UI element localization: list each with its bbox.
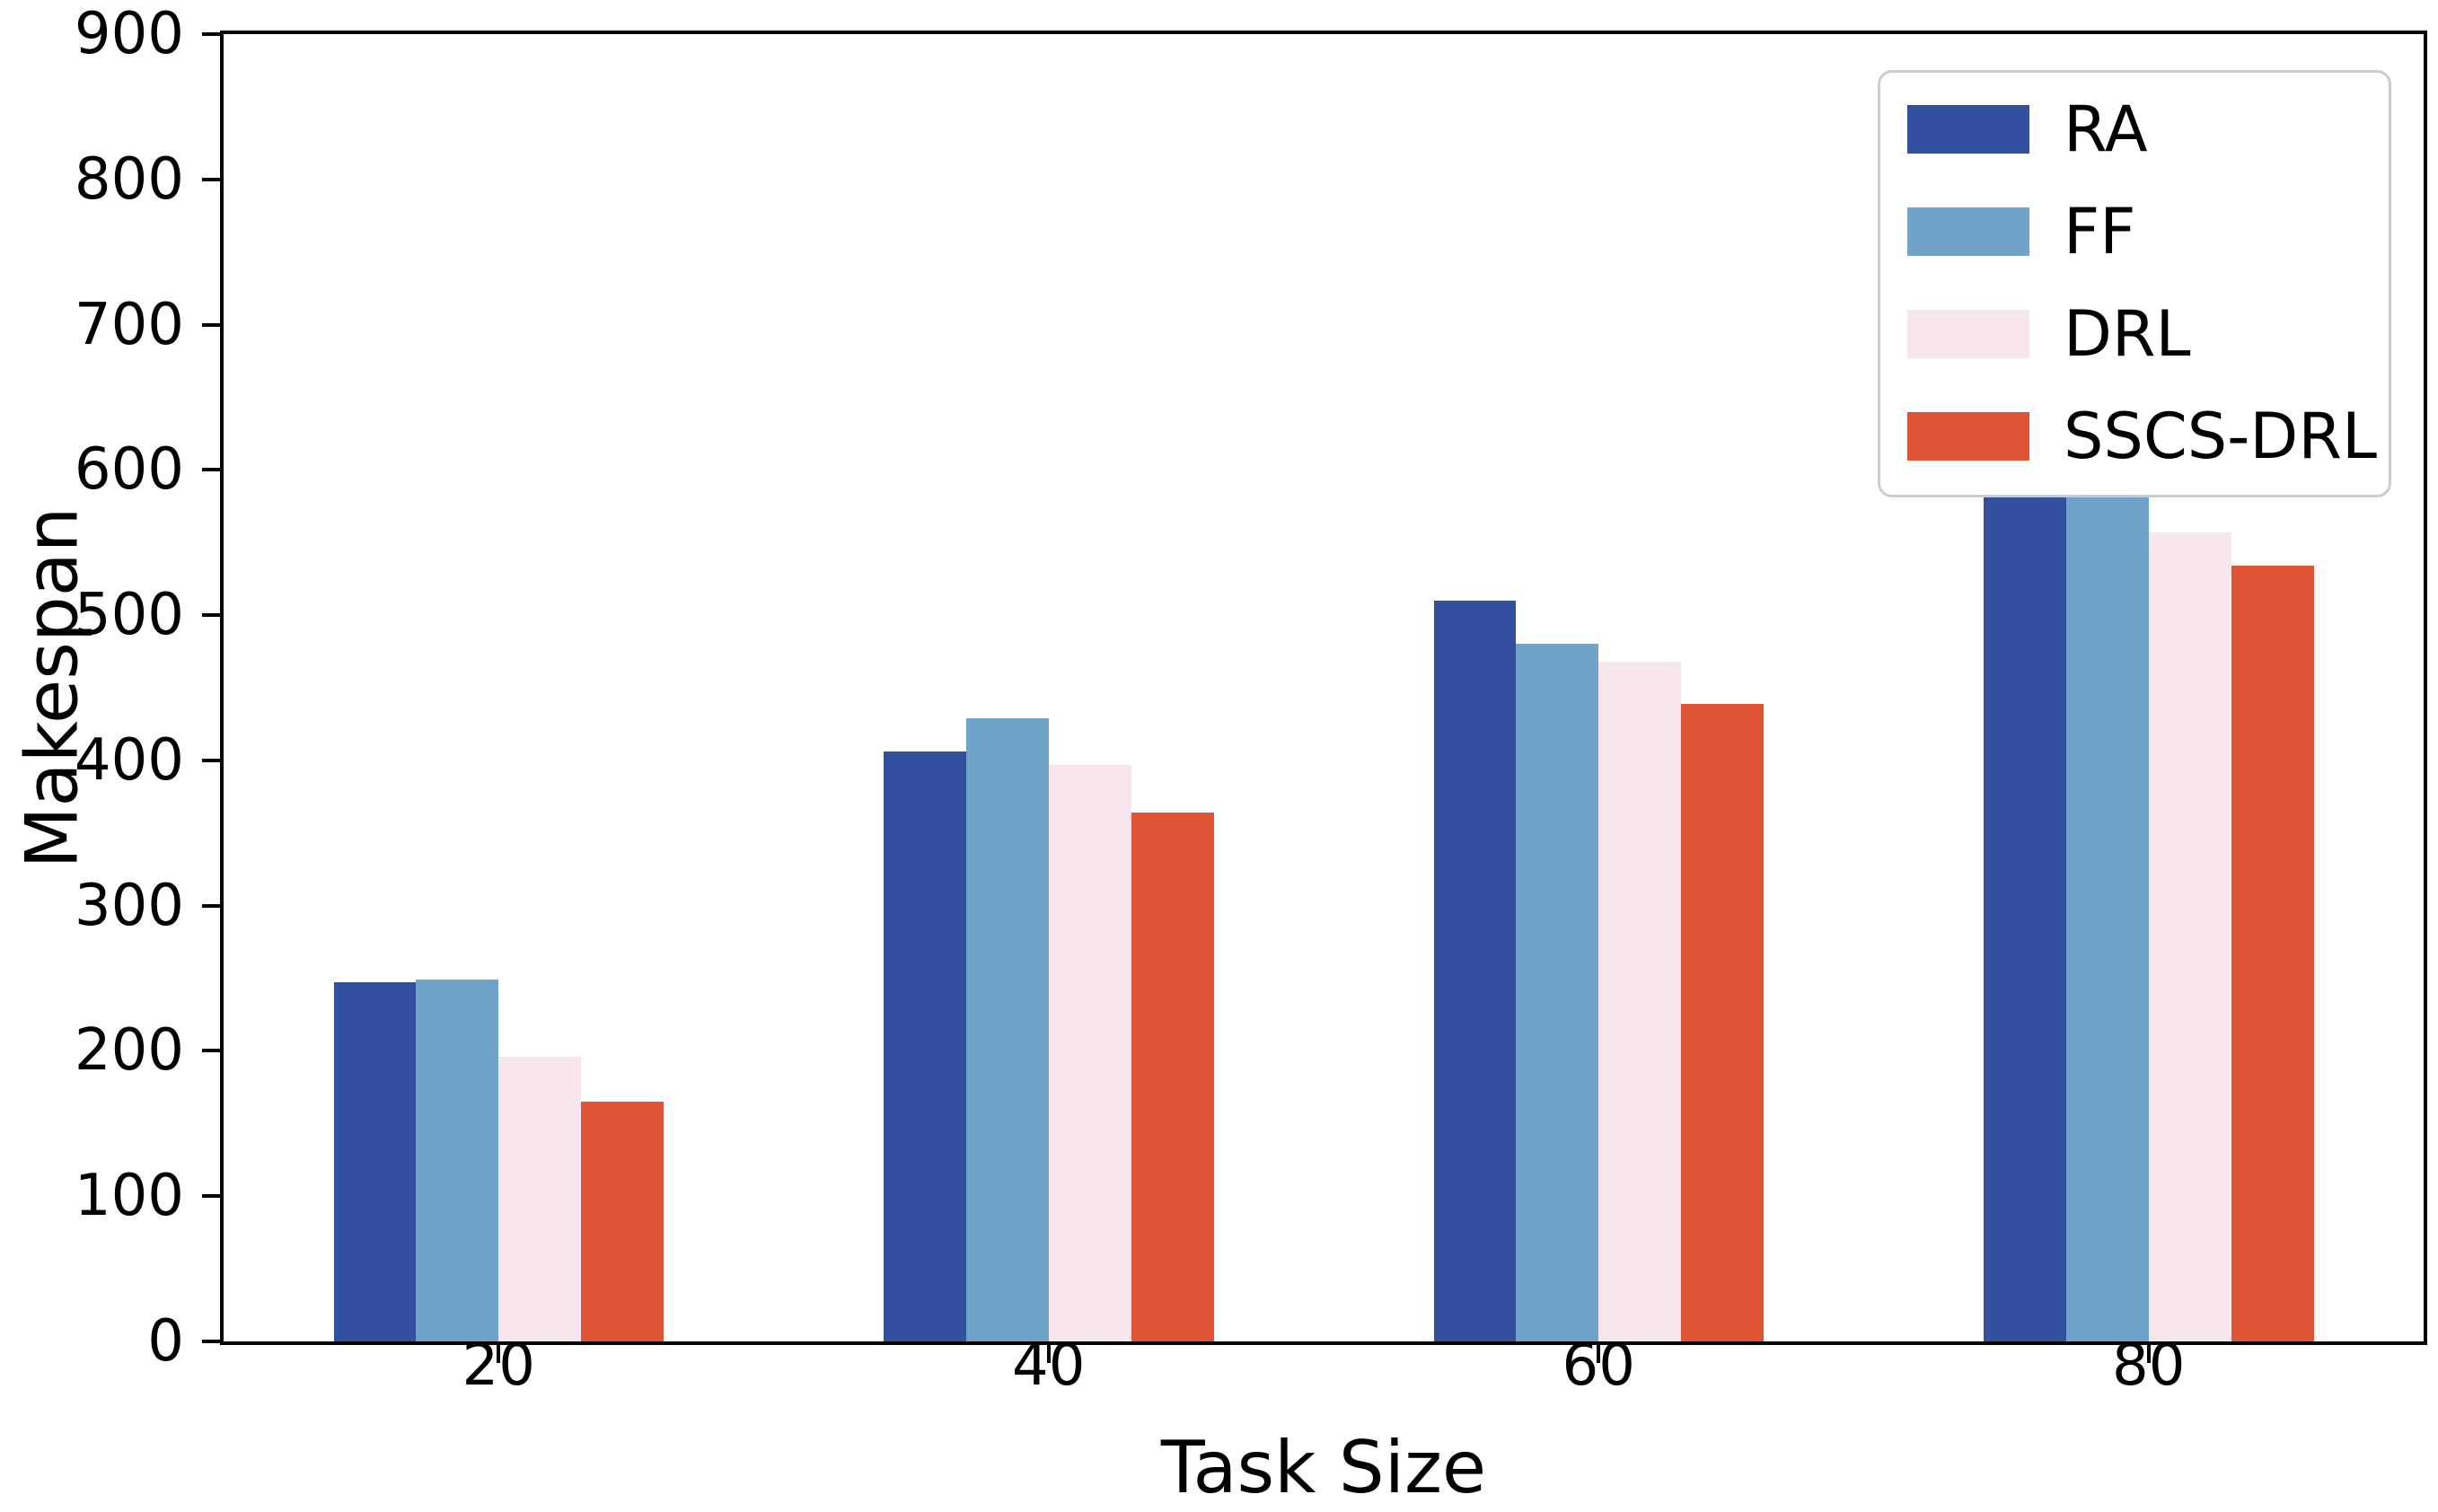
y-tick-mark — [202, 1340, 220, 1343]
bar-sscs-drl-60 — [1681, 703, 1764, 1341]
bar-ra-60 — [1433, 600, 1517, 1341]
y-tick-label: 100 — [74, 1163, 184, 1230]
x-tick-mark — [2146, 1345, 2151, 1363]
x-tick-mark — [497, 1345, 501, 1363]
legend-row: RA — [1907, 98, 2362, 161]
bar-drl-20 — [498, 1056, 582, 1341]
y-tick-mark — [202, 468, 220, 472]
x-tick-label: 20 — [462, 1332, 535, 1399]
x-tick-label: 80 — [2112, 1332, 2186, 1399]
x-axis-label: Task Size — [1160, 1426, 1487, 1509]
bar-sscs-drl-20 — [581, 1102, 664, 1341]
bar-ra-20 — [333, 982, 417, 1341]
x-tick-mark — [1597, 1345, 1601, 1363]
legend-row: SSCS-DRL — [1907, 405, 2377, 468]
x-tick-mark — [1046, 1345, 1051, 1363]
bar-ff-80 — [2065, 477, 2149, 1341]
legend-swatch-icon — [1907, 412, 2029, 461]
y-tick-label: 0 — [147, 1308, 184, 1375]
y-axis-label: Makespan — [10, 506, 94, 869]
y-tick-label: 700 — [74, 291, 184, 358]
legend-label: RA — [2064, 92, 2148, 166]
y-tick-label: 300 — [74, 872, 184, 939]
legend-label: DRL — [2064, 297, 2191, 371]
bar-ff-40 — [965, 717, 1049, 1341]
bar-drl-40 — [1048, 764, 1131, 1341]
y-tick-mark — [202, 613, 220, 618]
y-tick-mark — [202, 177, 220, 181]
bar-ra-80 — [1984, 458, 2066, 1341]
legend-label: FF — [2064, 195, 2136, 268]
y-tick-label: 900 — [74, 1, 184, 67]
y-tick-mark — [202, 903, 220, 908]
bar-sscs-drl-40 — [1131, 813, 1214, 1341]
legend-swatch-icon — [1907, 310, 2029, 358]
y-tick-mark — [202, 322, 220, 327]
bar-sscs-drl-80 — [2231, 566, 2314, 1341]
bar-ra-40 — [884, 752, 966, 1341]
legend: RA FF DRL SSCS-DRL — [1878, 70, 2391, 497]
bar-drl-80 — [2148, 532, 2231, 1341]
legend-row: DRL — [1907, 303, 2362, 365]
bar-ff-20 — [416, 980, 499, 1341]
legend-row: FF — [1907, 200, 2362, 263]
y-tick-label: 200 — [74, 1017, 184, 1085]
y-tick-label: 600 — [74, 436, 184, 504]
y-tick-mark — [202, 1194, 220, 1199]
x-tick-label: 40 — [1012, 1332, 1086, 1399]
legend-swatch-icon — [1907, 207, 2029, 256]
legend-label: SSCS-DRL — [2064, 400, 2377, 473]
bar-drl-60 — [1598, 661, 1682, 1341]
y-tick-label: 500 — [74, 582, 184, 649]
bar-ff-60 — [1516, 644, 1599, 1341]
legend-swatch-icon — [1907, 105, 2029, 154]
y-tick-label: 400 — [74, 726, 184, 794]
plot-area: 0 100 200 300 400 500 600 700 800 900 RA FF DRL SSCS… — [75, 5, 2427, 1370]
y-tick-mark — [202, 32, 220, 36]
x-tick-label: 60 — [1562, 1332, 1635, 1399]
y-tick-label: 800 — [74, 145, 184, 213]
y-tick-mark — [202, 758, 220, 762]
y-tick-mark — [202, 1049, 220, 1053]
